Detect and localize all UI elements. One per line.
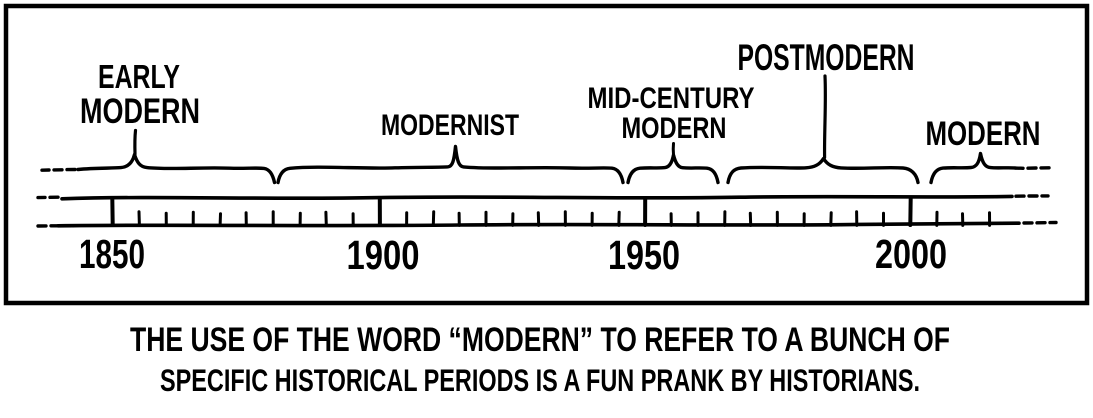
brace-early-modern: [76, 152, 277, 185]
period-label-postmodern: POSTMODERN: [738, 37, 915, 78]
period-label-mid-century-line1: MID-CENTURY: [588, 82, 755, 115]
timeline-bottom-line: [56, 221, 1021, 228]
year-label-1950: 1950: [608, 232, 680, 278]
brace-modernist: [276, 144, 625, 185]
period-label-mid-century-line2: MODERN: [622, 112, 727, 145]
year-label-2000: 2000: [875, 231, 947, 277]
period-label-early-modern-line2: MODERN: [80, 92, 200, 131]
timeline-ticks: [110, 196, 992, 227]
brace-modern: [929, 151, 1025, 185]
brace-stem-early-modern: [133, 128, 138, 156]
timeline-top-line: [60, 194, 1014, 201]
caption-line-1: THE USE OF THE WORD “MODERN” TO REFER TO…: [130, 321, 950, 359]
panel-border: [3, 3, 1090, 306]
timeline-left-dashes: [36, 195, 60, 228]
period-label-modernist: MODERNIST: [381, 109, 519, 142]
period-label-modern: MODERN: [926, 115, 1041, 153]
year-label-1900: 1900: [347, 232, 420, 278]
period-label-early-modern-line1: EARLY: [98, 58, 180, 95]
brace-row-left-dashes: [40, 167, 77, 172]
timeline-right-dashes: [1014, 194, 1058, 225]
caption-line-2: SPECIFIC HISTORICAL PERIODS IS A FUN PRA…: [160, 362, 920, 398]
year-label-1850: 1850: [79, 231, 145, 277]
brace-stem-postmodern: [822, 74, 827, 160]
